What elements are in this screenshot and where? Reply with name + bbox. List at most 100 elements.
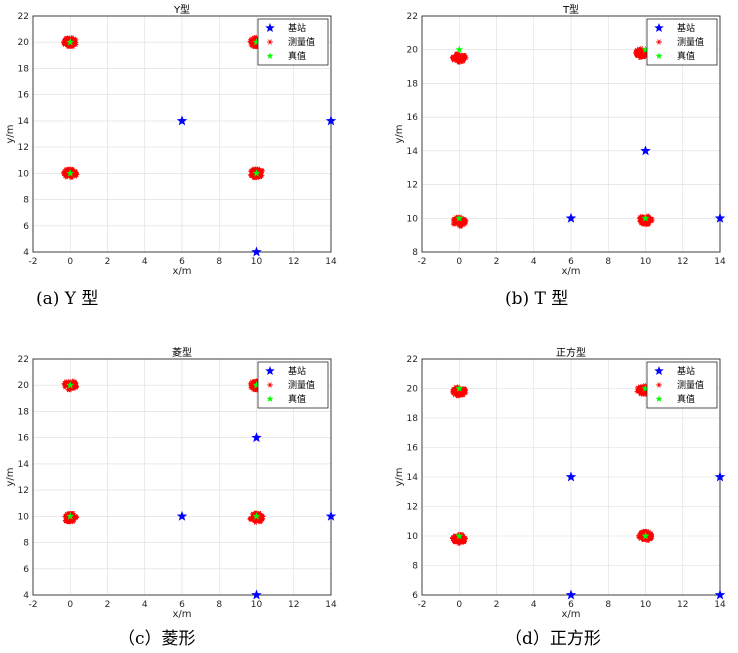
measured-marker [462,386,468,392]
measured-marker [637,533,643,538]
x-axis-label: x/m [561,266,580,277]
x-tick-label: 0 [456,257,462,267]
y-tick-label: 10 [407,532,419,542]
measured-marker [462,216,468,222]
y-tick-label: 22 [407,12,418,22]
measured-marker [65,36,71,42]
y-tick-label: 12 [407,181,418,191]
x-tick-label: -2 [418,257,427,267]
y-tick-label: 16 [18,91,30,101]
truth-marker [252,512,261,520]
legend-truth-icon [266,395,274,402]
y-tick-label: 14 [18,460,30,470]
y-tick-label: 6 [23,565,29,575]
y-tick-label: 18 [18,407,30,417]
truth-marker [455,384,464,392]
x-tick-label: 4 [142,600,148,610]
x-tick-label: 2 [105,257,111,267]
y-tick-label: 18 [18,64,30,74]
x-tick-label: 14 [714,257,726,267]
x-tick-label: 2 [494,257,500,267]
measured-marker [250,517,256,522]
x-tick-label: 14 [325,257,337,267]
y-axis-label: y/m [5,124,16,143]
panel-caption: (a) Y 型 [36,289,98,309]
x-tick-label: -2 [29,600,38,610]
chart-panel-4: -2 0 2 4 6 8 10 12 14 6 8 10 12 14 16 18 20 22 正方型 x/m y/m 基站… [394,346,726,649]
legend-truth-icon [655,52,663,59]
panel-caption: （c）菱形 [118,629,196,649]
station-marker [251,589,262,600]
truth-marker [455,531,464,540]
y-tick-label: 18 [407,79,419,89]
chart-title: 菱型 [172,346,192,359]
measured-cluster [449,51,469,65]
station-marker [640,145,651,156]
y-tick-label: 10 [407,214,419,224]
legend-label-station: 基站 [288,365,306,377]
y-tick-label: 8 [412,562,418,572]
measured-marker [454,51,460,57]
x-tick-label: 12 [677,257,688,267]
legend-station-icon [654,23,664,33]
panel-caption: (b) T 型 [505,289,568,309]
measured-marker [73,168,79,174]
plot-border [32,358,332,596]
y-tick-label: 10 [18,512,30,522]
x-tick-label: 0 [456,600,462,610]
x-tick-label: 12 [288,257,299,267]
chart-title: 正方型 [556,346,586,359]
x-tick-label: 8 [216,257,222,267]
truth-marker [455,45,464,54]
x-tick-label: 8 [605,257,611,267]
legend-label-station: 基站 [677,365,695,377]
measured-marker [461,538,467,544]
measured-marker [656,39,662,45]
measured-marker [649,216,654,222]
y-tick-label: 12 [18,143,29,153]
measured-marker [65,387,71,392]
station-marker [176,115,188,126]
x-tick-label: 10 [640,257,652,267]
x-tick-label: 6 [179,257,185,267]
x-tick-label: 10 [251,257,263,267]
y-tick-label: 4 [23,591,29,601]
measured-marker [458,222,463,227]
measured-marker [72,383,78,389]
x-tick-label: 10 [640,600,652,610]
legend-label-truth: 真值 [677,50,695,62]
y-tick-label: 8 [23,196,29,206]
x-tick-label: 12 [677,600,688,610]
station-marker [565,471,577,482]
measured-marker [636,46,641,52]
station-marker [251,432,262,443]
station-marker [714,212,726,223]
chart-title: Y型 [173,3,190,16]
measured-marker [250,386,256,392]
station-marker [714,471,726,482]
measured-marker [456,541,462,547]
measured-marker [450,55,456,60]
y-tick-label: 6 [23,222,29,232]
measured-marker [452,538,457,544]
x-tick-label: 10 [251,600,263,610]
legend-label-measured: 测量值 [288,36,315,48]
legend-station-icon [654,366,664,376]
measured-marker [451,534,457,540]
y-tick-label: 18 [407,414,419,424]
y-axis-label: y/m [394,124,405,143]
chart-panel-3: -2 0 2 4 6 8 10 12 14 4 6 8 10 12 14 16 18 20 22 菱型 x/m y/m 基站… [5,346,337,649]
measured-marker [635,51,641,57]
x-tick-label: 14 [714,600,726,610]
legend-station-icon [265,366,275,376]
x-tick-label: 8 [216,600,222,610]
station-marker [565,589,577,600]
measured-marker [458,393,464,398]
y-tick-label: 14 [18,117,30,127]
legend-label-measured: 测量值 [288,379,315,391]
station-marker [251,246,262,257]
x-tick-label: 12 [288,600,299,610]
